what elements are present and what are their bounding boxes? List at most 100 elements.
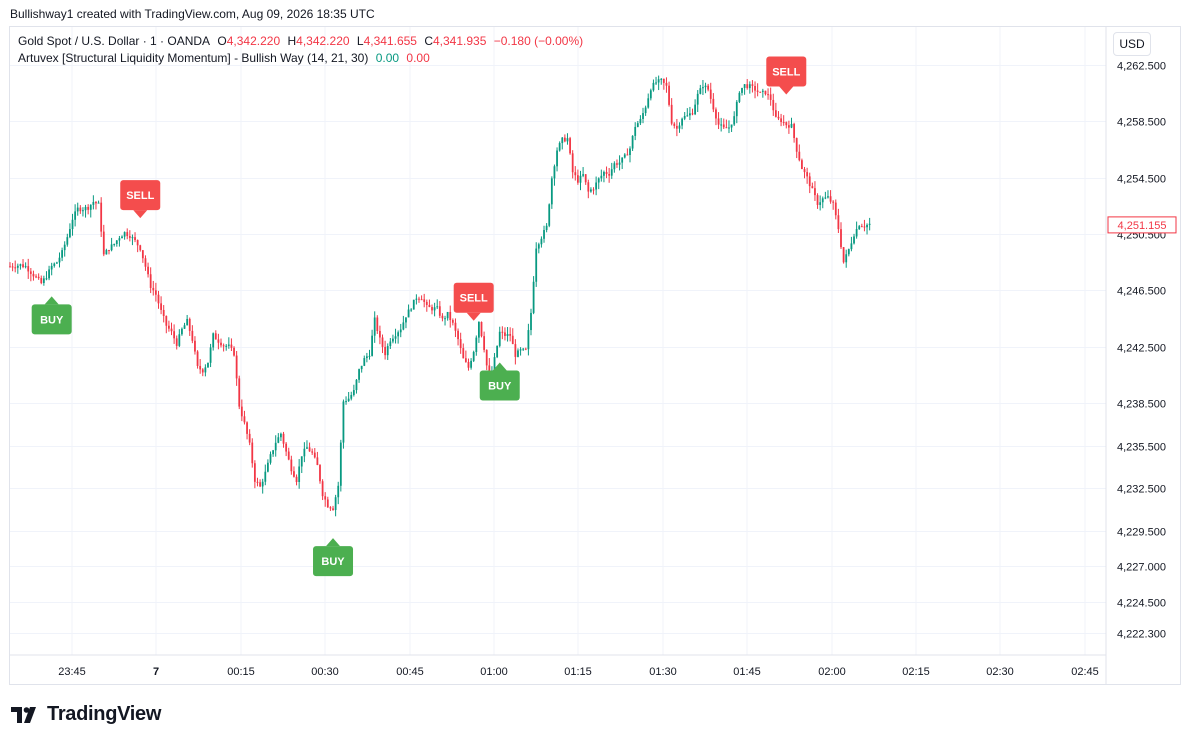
candle-body[interactable] [509,334,512,336]
candle-body[interactable] [855,229,858,237]
candle-body[interactable] [24,266,27,268]
candle-body[interactable] [355,379,358,391]
candle-body[interactable] [550,178,553,205]
candle-body[interactable] [407,309,410,318]
candle-body[interactable] [636,123,639,127]
candle-body[interactable] [683,116,686,119]
candle-body[interactable] [436,306,439,308]
candle-body[interactable] [746,84,749,89]
candle-body[interactable] [373,317,376,336]
tradingview-logo[interactable]: TradingView [11,703,161,726]
candle-body[interactable] [238,378,241,407]
candle-body[interactable] [444,318,446,320]
candle-body[interactable] [22,264,24,268]
candle-body[interactable] [821,198,824,203]
candle-body[interactable] [608,174,611,176]
candle-body[interactable] [451,320,454,323]
candle-body[interactable] [629,148,631,155]
candle-body[interactable] [285,443,288,452]
candle-body[interactable] [590,189,592,192]
candle-body[interactable] [368,355,371,357]
candle-body[interactable] [147,266,149,275]
candle-body[interactable] [446,311,449,319]
candle-body[interactable] [717,118,720,125]
candle-body[interactable] [97,202,100,204]
candle-body[interactable] [168,325,170,329]
candle-body[interactable] [74,211,77,220]
candle-body[interactable] [678,125,681,129]
candle-body[interactable] [652,82,655,91]
candle-body[interactable] [592,189,595,191]
candle-body[interactable] [131,237,134,239]
candle-body[interactable] [464,358,467,362]
candle-body[interactable] [35,276,37,278]
candle-body[interactable] [321,481,324,497]
candle-body[interactable] [350,394,353,399]
candle-body[interactable] [803,169,806,173]
candle-body[interactable] [311,451,314,453]
candle-body[interactable] [214,333,217,340]
candle-body[interactable] [756,90,759,92]
candle-body[interactable] [92,202,95,205]
candle-body[interactable] [858,226,861,230]
candle-body[interactable] [780,118,782,123]
candle-body[interactable] [579,175,582,183]
candle-body[interactable] [384,346,387,356]
candle-body[interactable] [475,337,478,352]
candle-body[interactable] [431,307,433,311]
candle-body[interactable] [222,345,225,347]
candle-body[interactable] [613,163,616,170]
candle-body[interactable] [82,210,84,212]
candle-body[interactable] [347,398,350,402]
candle-body[interactable] [412,299,415,310]
candle-body[interactable] [722,124,725,128]
candle-body[interactable] [712,98,715,110]
candle-body[interactable] [139,245,142,251]
candle-body[interactable] [154,290,157,295]
candle-body[interactable] [696,93,699,105]
candle-body[interactable] [87,206,90,210]
candle-body[interactable] [767,94,769,96]
candle-body[interactable] [152,287,155,291]
candle-body[interactable] [433,307,436,311]
candle-body[interactable] [334,497,337,510]
candle-body[interactable] [303,448,306,457]
candle-body[interactable] [668,85,670,105]
candle-body[interactable] [493,357,496,372]
candle-body[interactable] [553,166,556,179]
candle-body[interactable] [801,160,803,170]
candle-body[interactable] [186,318,189,326]
candle-body[interactable] [102,231,105,255]
candle-body[interactable] [480,321,483,337]
candle-body[interactable] [540,238,543,245]
candle-body[interactable] [595,182,598,190]
candle-body[interactable] [748,84,751,89]
candle-body[interactable] [342,401,345,443]
candle-body[interactable] [27,266,30,272]
candle-body[interactable] [694,104,697,115]
candle-body[interactable] [814,188,816,196]
candle-body[interactable] [535,248,538,282]
candle-body[interactable] [170,328,173,332]
candle-body[interactable] [735,101,738,117]
candle-body[interactable] [707,85,710,90]
candle-body[interactable] [681,118,683,126]
candle-body[interactable] [290,459,293,472]
candle-body[interactable] [386,346,389,356]
candle-body[interactable] [587,182,590,192]
candle-body[interactable] [462,348,465,359]
candle-body[interactable] [212,333,215,348]
candle-body[interactable] [610,169,613,176]
candle-body[interactable] [639,118,642,124]
candle-body[interactable] [194,340,196,352]
candle-body[interactable] [306,447,308,449]
candle-body[interactable] [157,294,160,304]
candle-body[interactable] [108,250,110,252]
candle-body[interactable] [160,303,162,310]
candle-body[interactable] [514,344,517,357]
candle-body[interactable] [811,186,814,189]
candle-body[interactable] [519,349,522,351]
candle-body[interactable] [569,138,571,154]
candle-body[interactable] [662,78,665,83]
